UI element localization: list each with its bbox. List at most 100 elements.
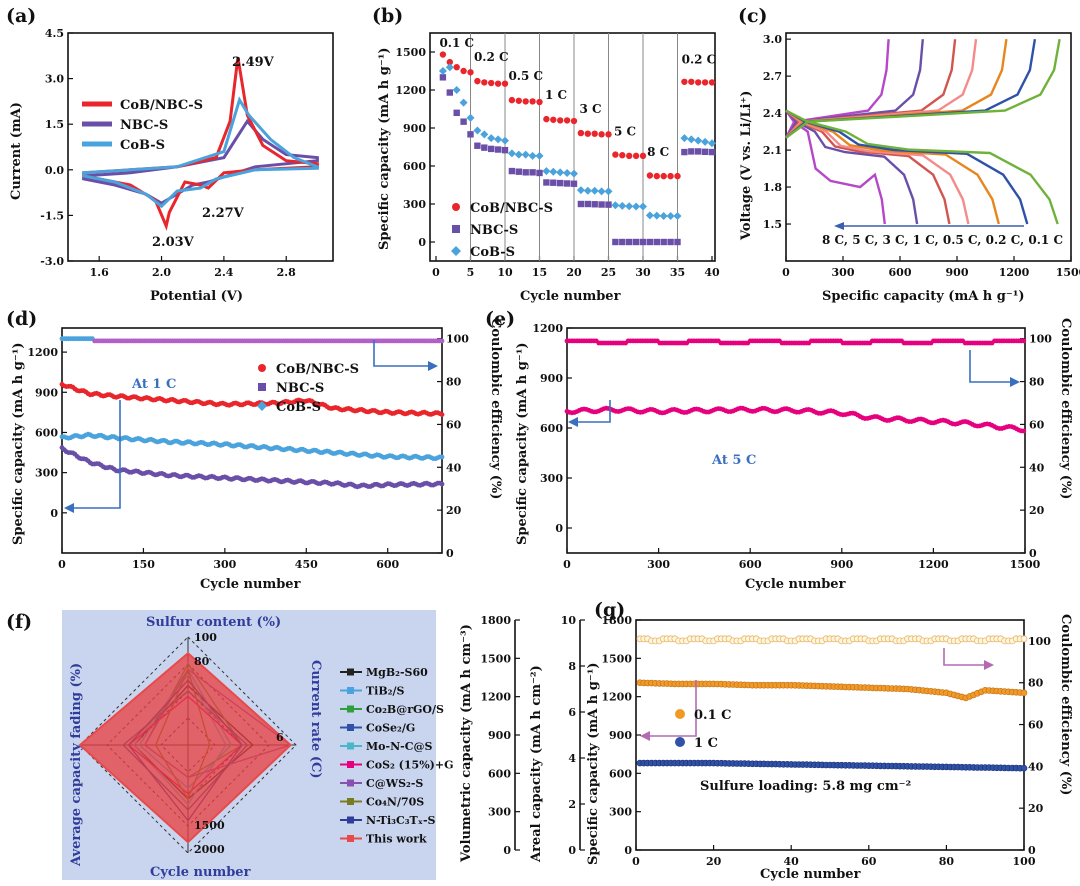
legend-f-marker [347, 798, 354, 805]
panel-a-ylabel: Current (mA) [9, 102, 24, 200]
g-y-tick-label: 600 [609, 767, 632, 780]
legend-b-marker [452, 203, 460, 211]
legend-f-label: CoS₂ (15%)+G [366, 759, 453, 772]
b-point-cob-nbc-s [632, 152, 640, 160]
legend-b-label: CoB/NBC-S [470, 201, 553, 216]
b-point-nbc-s [639, 238, 647, 246]
c-discharge-curve [785, 109, 1029, 225]
b-point-nbc-s [494, 146, 502, 153]
a-x-tick-label: 2.4 [214, 266, 233, 279]
legend-f-marker [347, 835, 354, 842]
b-point-nbc-s [584, 200, 591, 208]
panel-c-xlabel: Specific capacity (mA h g⁻¹) [822, 289, 1025, 304]
b-point-cob-nbc-s [577, 129, 585, 137]
g-areal-tick-label: 6 [568, 706, 576, 719]
b-point-nbc-s [522, 169, 529, 176]
cv-cob-s [82, 96, 319, 209]
b-x-tick-label: 20 [566, 266, 582, 279]
panel-d-annotation: At 1 C [131, 377, 176, 392]
b-point-cob-nbc-s [591, 130, 598, 137]
g-point-1c [1020, 764, 1028, 772]
b-point-cob-nbc-s [570, 117, 578, 125]
b-rate-label: 0.2 C [474, 50, 509, 64]
b-point-nbc-s [557, 179, 564, 187]
legend-d-label: NBC-S [276, 381, 324, 396]
b-point-nbc-s [626, 238, 633, 246]
b-point-cob-nbc-s [515, 97, 522, 104]
b-point-cob-s [480, 130, 489, 139]
b-point-cob-s [652, 211, 661, 220]
b-point-cob-s [501, 136, 509, 145]
panel-c: (c) Specific capacity (mA h g⁻¹) Voltage… [738, 5, 1080, 304]
c-y-tick-label: 2.7 [763, 70, 782, 83]
b-point-cob-nbc-s [543, 115, 550, 123]
b-point-nbc-s [570, 180, 578, 187]
e-x-tick-label: 600 [739, 558, 762, 571]
b-point-cob-s [590, 186, 599, 195]
b-point-cob-nbc-s [653, 172, 660, 180]
b-point-cob-s [452, 86, 461, 94]
panel-e-annotation: At 5 C [711, 453, 756, 468]
b-point-nbc-s [460, 118, 467, 125]
b-point-cob-nbc-s [660, 172, 667, 180]
panel-d-arrow-left [70, 400, 121, 509]
panel-d-xlabel: Cycle number [200, 577, 301, 592]
b-point-cob-s [659, 212, 668, 221]
b-point-cob-s [583, 186, 592, 195]
panel-b-xlabel: Cycle number [520, 289, 621, 304]
b-x-tick-label: 10 [497, 266, 513, 279]
b-point-cob-nbc-s [584, 130, 591, 137]
b-point-cob-s [694, 136, 703, 145]
b-point-cob-nbc-s [508, 96, 516, 104]
b-x-tick-label: 0 [432, 266, 440, 279]
b-point-cob-nbc-s [598, 131, 605, 138]
legend-f-label: MgB₂-S60 [366, 666, 428, 679]
b-point-nbc-s [605, 201, 612, 208]
d-y2-tick-label: 100 [446, 333, 469, 346]
b-point-nbc-s [660, 238, 667, 246]
b-point-cob-nbc-s [708, 79, 716, 86]
b-y-tick-label: 1500 [395, 46, 426, 59]
d-point [439, 412, 445, 417]
e-y-tick-label: 900 [540, 372, 563, 385]
g-point-01c [1020, 689, 1028, 697]
e-ce-point [1021, 338, 1027, 344]
a-y-tick-label: -1.5 [40, 209, 64, 222]
b-point-cob-s [507, 149, 516, 158]
panel-a-xlabel: Potential (V) [150, 289, 243, 304]
legend-b-marker [451, 246, 461, 256]
b-point-cob-s [625, 202, 634, 211]
g-areal-tick-label: 8 [568, 660, 576, 673]
b-rate-label: 0.2 C [682, 52, 717, 66]
b-point-nbc-s [446, 89, 453, 96]
b-point-cob-nbc-s [439, 51, 447, 58]
b-point-cob-s [632, 202, 641, 211]
b-point-nbc-s [688, 148, 695, 155]
b-point-nbc-s [488, 145, 495, 153]
panel-g-annotation: Sulfure loading: 5.8 mg cm⁻² [700, 779, 911, 794]
b-y-tick-label: 0 [418, 236, 426, 249]
b-point-cob-nbc-s [612, 151, 619, 158]
b-x-tick-label: 40 [704, 266, 720, 279]
legend-f-marker [347, 779, 354, 787]
b-point-cob-s [708, 139, 716, 148]
legend-f-marker [347, 668, 354, 676]
panel-g-label: (g) [594, 599, 625, 621]
legend-d-marker [257, 401, 267, 411]
b-point-cob-s [597, 187, 606, 196]
b-point-nbc-s [653, 238, 660, 246]
b-point-cob-nbc-s [619, 152, 626, 159]
g-x-tick-label: 60 [861, 855, 877, 868]
b-point-cob-s [701, 137, 710, 146]
b-point-cob-nbc-s [446, 58, 453, 66]
e-y-tick-label: 1200 [532, 322, 563, 335]
g-areal-tick-label: 0 [568, 844, 576, 857]
b-point-nbc-s [536, 169, 543, 177]
b-point-cob-nbc-s [501, 80, 509, 87]
b-point-cob-s [604, 187, 613, 196]
b-point-nbc-s [474, 142, 481, 149]
b-point-cob-s [514, 150, 523, 159]
panel-g-arrow-right [943, 648, 988, 666]
b-point-cob-s [576, 186, 585, 195]
